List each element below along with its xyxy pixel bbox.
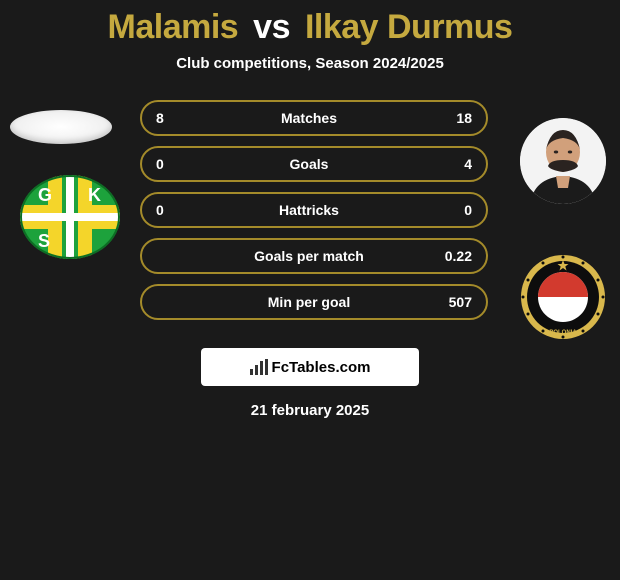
stat-right-value: 18 bbox=[432, 110, 472, 126]
player1-club-badge: G K S bbox=[20, 175, 120, 259]
stat-row: 8Matches18 bbox=[140, 100, 488, 136]
stat-label: Goals bbox=[186, 156, 432, 172]
stat-left-value: 0 bbox=[156, 156, 186, 172]
stat-left-value: 0 bbox=[156, 202, 186, 218]
chart-icon bbox=[250, 359, 268, 375]
stat-right-value: 0.22 bbox=[432, 248, 472, 264]
svg-text:POLONIA: POLONIA bbox=[549, 330, 577, 336]
stat-right-value: 4 bbox=[432, 156, 472, 172]
date-line: 21 february 2025 bbox=[0, 402, 620, 419]
player2-name: Ilkay Durmus bbox=[305, 8, 513, 46]
svg-text:K: K bbox=[88, 185, 101, 205]
player1-name: Malamis bbox=[108, 8, 239, 46]
page-title: Malamis vs Ilkay Durmus bbox=[0, 8, 620, 47]
stat-row: 0Hattricks0 bbox=[140, 192, 488, 228]
stat-label: Goals per match bbox=[186, 248, 432, 264]
stat-left-value: 8 bbox=[156, 110, 186, 126]
stat-label: Min per goal bbox=[186, 294, 432, 310]
player1-avatar bbox=[10, 110, 112, 144]
subtitle: Club competitions, Season 2024/2025 bbox=[0, 55, 620, 72]
comparison-card: Malamis vs Ilkay Durmus Club competition… bbox=[0, 0, 620, 419]
svg-text:G: G bbox=[38, 185, 52, 205]
stat-right-value: 507 bbox=[432, 294, 472, 310]
stat-label: Hattricks bbox=[186, 202, 432, 218]
stat-row: 0Goals4 bbox=[140, 146, 488, 182]
svg-text:S: S bbox=[38, 231, 50, 251]
player2-avatar bbox=[520, 118, 606, 204]
stats-area: G K S bbox=[0, 100, 620, 340]
vs-label: vs bbox=[253, 8, 290, 46]
stat-label: Matches bbox=[186, 110, 432, 126]
stats-column: 8Matches180Goals40Hattricks0Goals per ma… bbox=[140, 100, 488, 330]
source-text: FcTables.com bbox=[272, 359, 371, 376]
stat-row: Min per goal507 bbox=[140, 284, 488, 320]
stat-row: Goals per match0.22 bbox=[140, 238, 488, 274]
stat-right-value: 0 bbox=[432, 202, 472, 218]
source-badge: FcTables.com bbox=[201, 348, 419, 386]
player2-club-badge: POLONIA bbox=[520, 254, 606, 340]
